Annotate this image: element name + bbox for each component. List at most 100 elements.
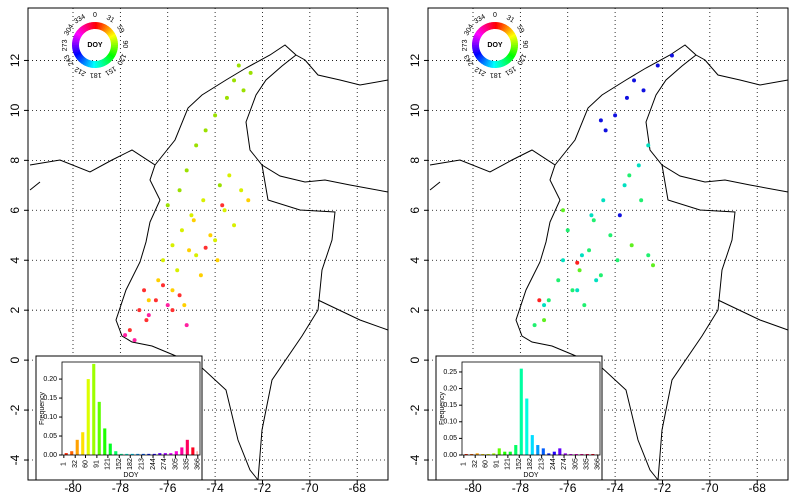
point (655, 63, 660, 68)
point (153, 298, 158, 303)
wheel-segment (102, 58, 109, 66)
point (624, 95, 629, 100)
wheel-segment (79, 57, 86, 64)
point (582, 303, 587, 308)
x-tick-label: -72 (254, 481, 272, 495)
wheel-segment (106, 55, 113, 62)
point (646, 253, 651, 258)
wheel-segment (75, 53, 83, 60)
bar (536, 445, 540, 455)
point (177, 293, 182, 298)
bar (497, 448, 501, 455)
x-tick-label: 244 (550, 458, 557, 470)
x-tick-label: -72 (654, 481, 672, 495)
wheel-label: 90 (121, 40, 128, 48)
wheel-segment (109, 49, 118, 54)
point (236, 63, 241, 68)
wheel-segment (87, 22, 92, 30)
wheel-segment (74, 52, 82, 59)
y-tick-label: -2 (8, 404, 22, 415)
point (208, 233, 213, 238)
wheel-segment (84, 59, 90, 67)
wheel-segment (98, 60, 103, 68)
bar (574, 454, 578, 455)
bar (174, 451, 178, 455)
x-tick-label: -68 (749, 481, 767, 495)
point (622, 183, 627, 188)
bar (158, 453, 162, 455)
x-tick-label: 366 (595, 458, 602, 470)
wheel-segment (105, 56, 112, 63)
point (248, 70, 253, 75)
wheel-segment (108, 31, 116, 38)
point (613, 113, 618, 118)
point (598, 273, 603, 278)
bar (163, 453, 167, 455)
wheel-label: 59 (515, 24, 525, 34)
inset-histogram: 1 32 60 91 121 152 182 213 244 274 305 335 366 0.00 0.… (435, 355, 603, 481)
wheel-label: 181 (490, 71, 502, 78)
point (146, 298, 151, 303)
map-panel: -80 -78 -76 -74 -72 -70 -68 -4 -2 0 2 4 6 8 10 12 DOY 0 31… (8, 7, 389, 495)
point (203, 128, 208, 133)
x-tick-label: -80 (64, 481, 82, 495)
y-tick-label: 8 (408, 157, 422, 164)
wheel-segment (78, 27, 85, 34)
point (175, 268, 180, 273)
y-tick-label: 0.10 (443, 419, 457, 426)
y-tick-label: 0.15 (43, 395, 57, 402)
x-tick-label: 305 (172, 458, 179, 470)
x-tick-label: 305 (572, 458, 579, 470)
wheel-title: DOY (87, 42, 103, 49)
wheel-label: 90 (521, 40, 528, 48)
point (542, 303, 547, 308)
x-tick-label: 274 (561, 458, 568, 470)
point (617, 213, 622, 218)
y-tick-label: 0 (8, 356, 22, 363)
point (603, 128, 608, 133)
wheel-segment (477, 28, 484, 35)
wheel-segment (109, 50, 117, 56)
wheel-segment (110, 37, 118, 42)
point (561, 258, 565, 263)
wheel-segment (481, 24, 488, 32)
wheel-segment (73, 34, 81, 40)
wheel-segment (83, 23, 89, 32)
wheel-label: 212 (74, 65, 88, 77)
x-tick-label: 152 (516, 458, 523, 470)
point (239, 188, 244, 193)
wheel-label: 212 (474, 65, 488, 77)
point (161, 258, 165, 263)
y-tick-label: 0.10 (43, 414, 57, 421)
wheel-label: 120 (115, 52, 127, 66)
point (142, 288, 147, 293)
wheel-segment (490, 60, 494, 68)
point (137, 308, 142, 313)
point (189, 213, 194, 218)
point (179, 228, 184, 233)
y-tick-label: 8 (8, 157, 22, 164)
wheel-segment (506, 28, 513, 35)
wheel-segment (480, 25, 487, 33)
x-tick-label: -74 (206, 481, 224, 495)
bar (481, 454, 485, 455)
wheel-label: 120 (515, 52, 527, 66)
bar (585, 454, 589, 455)
x-tick-label: 91 (494, 460, 501, 468)
wheel-segment (94, 60, 98, 68)
bar (525, 398, 529, 455)
y-tick-label: -4 (8, 454, 22, 465)
wheel-segment (109, 35, 117, 40)
point (165, 303, 170, 308)
point (246, 198, 251, 203)
bar (180, 447, 184, 455)
bar (64, 453, 68, 455)
wheel-segment (478, 56, 485, 63)
wheel-segment (105, 27, 112, 34)
wheel-segment (106, 28, 113, 35)
wheel-segment (80, 25, 87, 33)
x-tick-label: -74 (606, 481, 624, 495)
point (641, 88, 646, 93)
wheel-label: 273 (62, 39, 69, 51)
wheel-segment (472, 40, 480, 44)
